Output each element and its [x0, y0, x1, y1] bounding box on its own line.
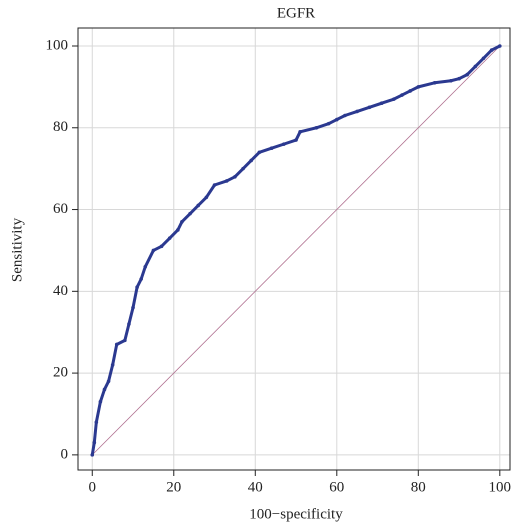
point	[334, 117, 339, 122]
point	[92, 440, 97, 445]
point	[249, 158, 254, 163]
point	[465, 72, 470, 77]
x-tick-label: 80	[411, 479, 426, 495]
point	[94, 420, 99, 424]
point	[123, 338, 127, 343]
point	[176, 228, 180, 232]
point	[114, 342, 119, 347]
point	[90, 453, 95, 457]
point	[110, 363, 115, 367]
point	[135, 285, 139, 290]
point	[294, 138, 298, 142]
point	[127, 322, 131, 326]
y-axis-label: Sensitivity	[9, 217, 25, 282]
point	[224, 179, 229, 183]
plot-frame	[77, 27, 511, 471]
point	[282, 142, 286, 146]
point	[400, 93, 404, 97]
point	[355, 109, 359, 114]
point	[298, 130, 302, 134]
point	[379, 101, 384, 106]
point	[392, 97, 396, 101]
point	[139, 277, 143, 281]
point	[343, 113, 347, 118]
point	[367, 105, 372, 110]
point	[180, 220, 184, 224]
point	[257, 150, 262, 155]
point	[196, 203, 201, 208]
point	[167, 236, 172, 240]
point	[457, 76, 461, 81]
point	[106, 379, 111, 384]
x-axis-label: 100−specificity	[249, 506, 343, 522]
point	[416, 85, 421, 89]
point	[159, 244, 164, 249]
point	[489, 48, 494, 52]
y-tick-label: 0	[61, 446, 69, 462]
point	[473, 64, 478, 69]
point	[481, 56, 486, 61]
point	[98, 399, 103, 404]
point	[408, 89, 412, 93]
point	[269, 146, 274, 151]
y-tick-label: 80	[53, 119, 68, 135]
point	[143, 264, 148, 269]
point	[233, 175, 237, 179]
chart-title: EGFR	[277, 5, 315, 21]
point	[449, 78, 453, 83]
point	[204, 195, 209, 200]
x-tick-label: 60	[329, 479, 344, 495]
point	[151, 248, 156, 253]
point	[432, 80, 437, 85]
x-tick-label: 0	[89, 479, 97, 495]
point	[241, 166, 245, 171]
reference-line	[91, 45, 501, 456]
x-tick-label: 20	[166, 479, 181, 495]
x-tick-label: 100	[489, 479, 512, 495]
point	[314, 125, 319, 130]
point	[498, 44, 502, 48]
y-tick-label: 100	[46, 37, 69, 53]
y-tick-label: 40	[53, 283, 68, 299]
y-tick-label: 60	[53, 201, 68, 217]
y-tick-label: 20	[53, 365, 68, 381]
point	[212, 183, 217, 187]
point	[102, 387, 107, 392]
point	[326, 121, 331, 126]
x-tick-label: 40	[248, 479, 263, 495]
point	[131, 305, 135, 310]
point	[188, 211, 192, 216]
